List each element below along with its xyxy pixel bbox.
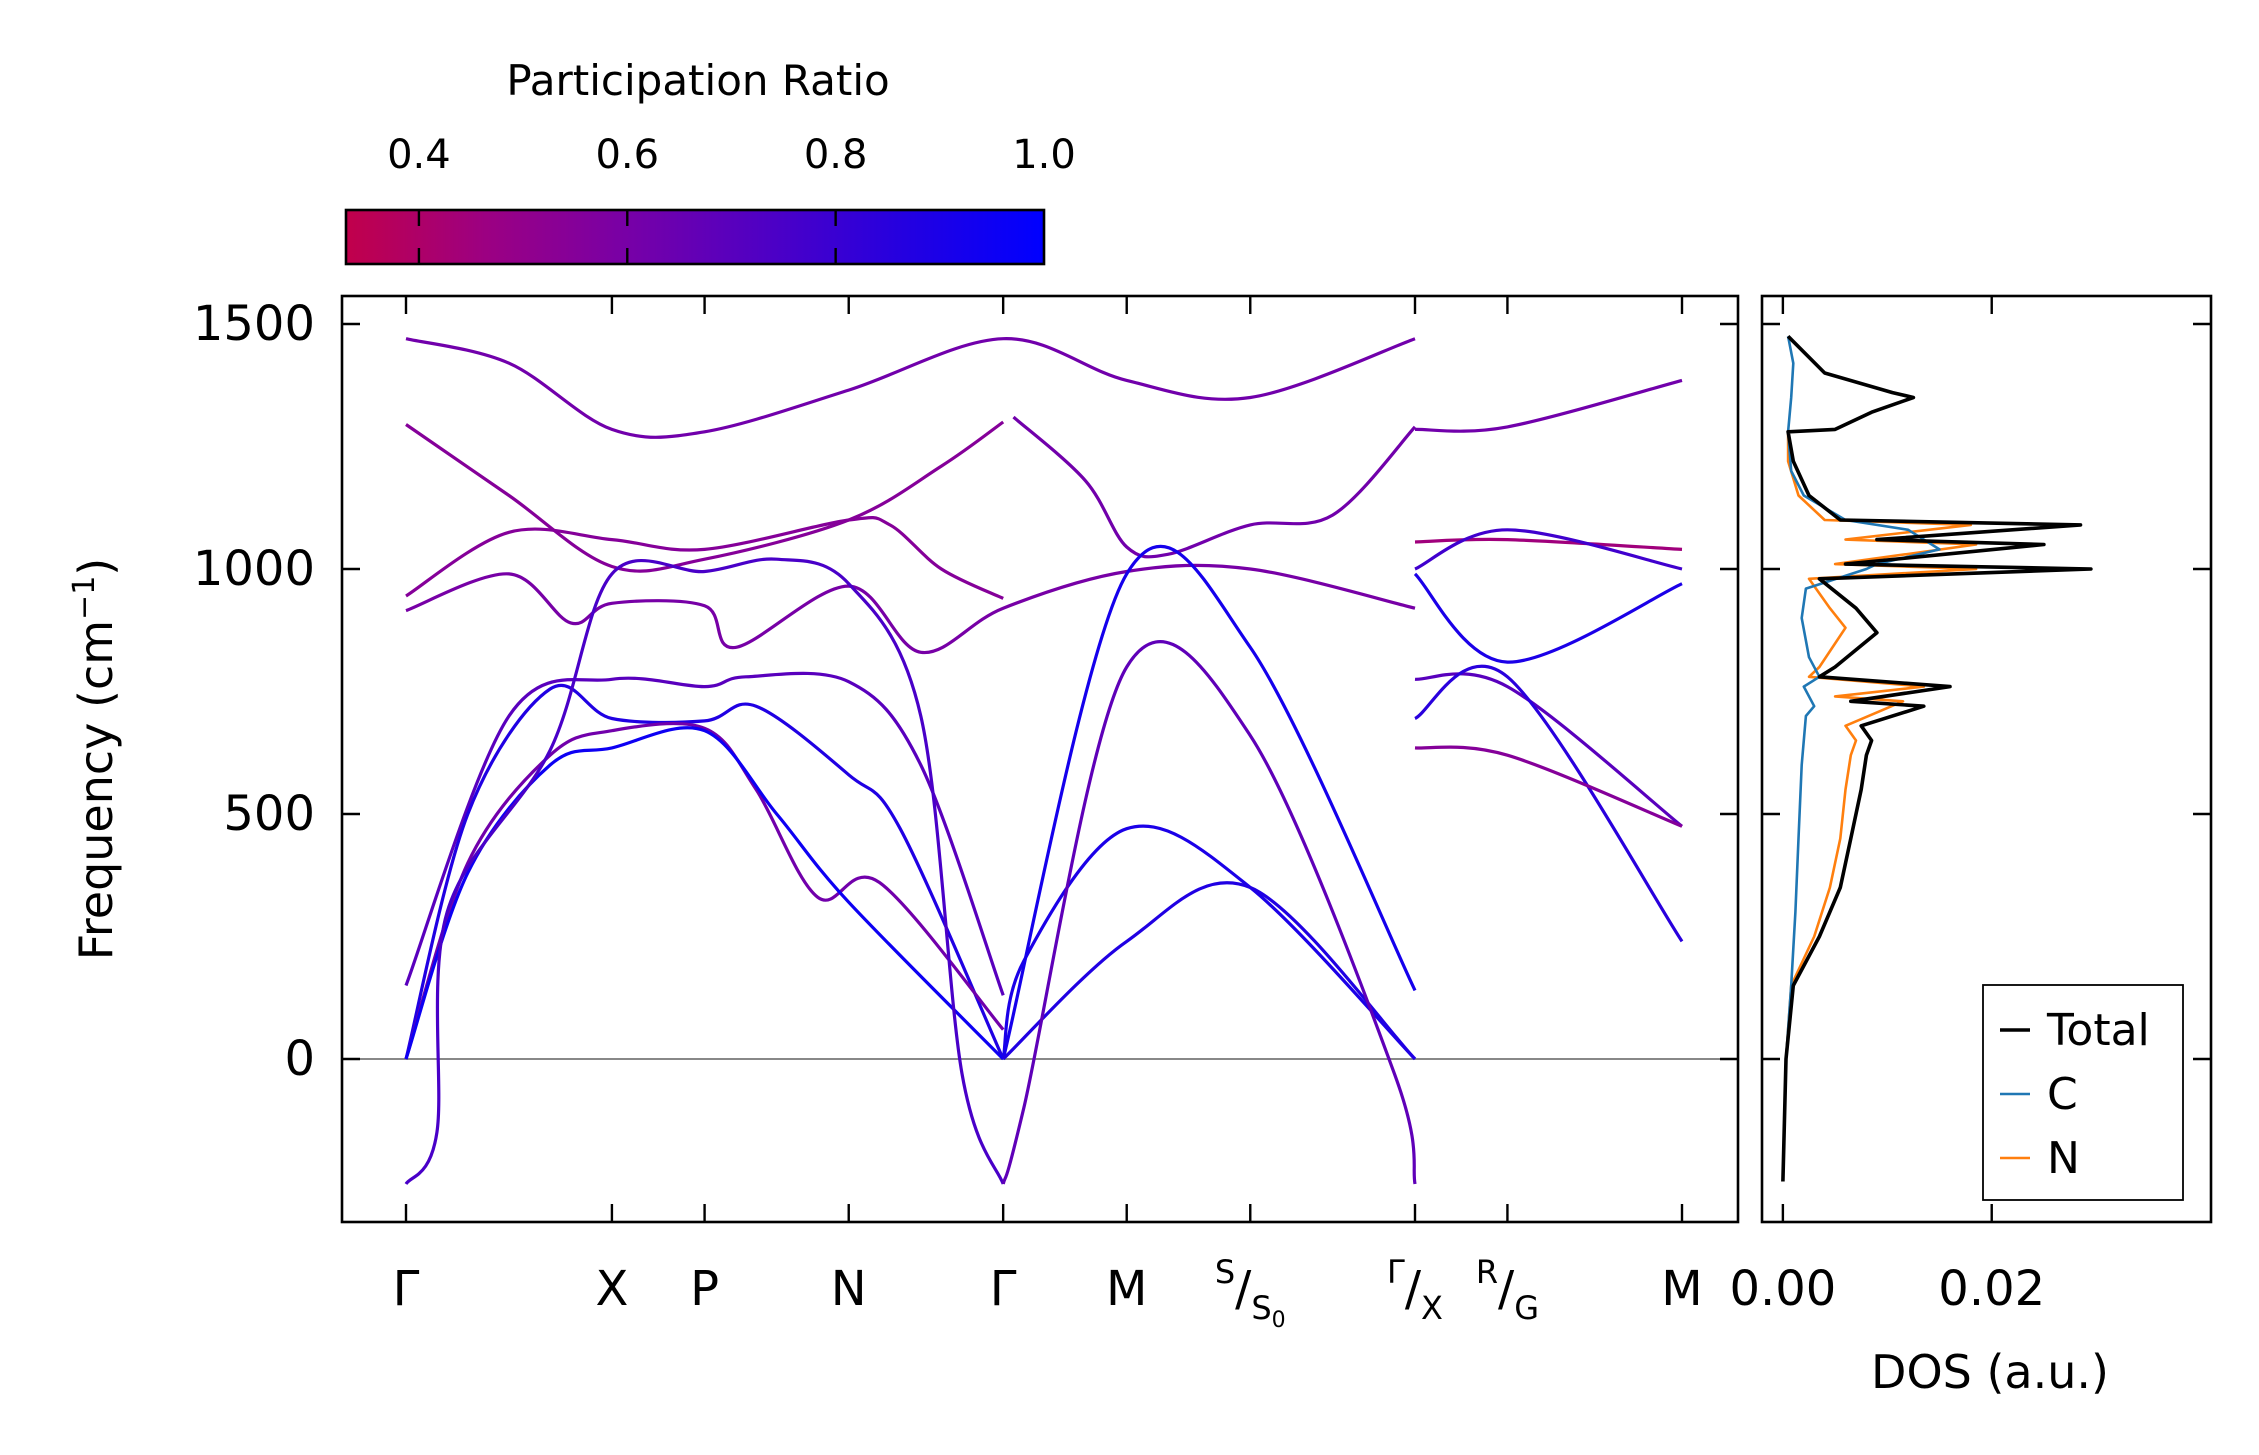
k-point-label: Γ bbox=[393, 1261, 420, 1317]
legend-label-c: C bbox=[2047, 1069, 2078, 1120]
phonon-band-17 bbox=[1414, 528, 1683, 571]
phonon-band-19 bbox=[1414, 672, 1684, 828]
y-tick-label: 1000 bbox=[193, 541, 315, 597]
k-label-sup: S bbox=[1215, 1253, 1235, 1291]
dos-series-total bbox=[1781, 335, 2093, 1182]
phonon-band-13 bbox=[1002, 881, 1417, 1061]
legend-label-n: N bbox=[2047, 1133, 2080, 1184]
y-axis-label-exponent: −1 bbox=[67, 576, 102, 620]
colorbar-tick-label: 0.6 bbox=[595, 132, 659, 178]
dos-x-axis-label: DOS (a.u.) bbox=[1871, 1345, 2109, 1399]
k-point-label: S/S0 bbox=[1215, 1253, 1286, 1333]
y-tick-label: 1500 bbox=[193, 296, 315, 352]
y-axis-label-text: Frequency (cm bbox=[69, 620, 123, 960]
legend-items: Total CN bbox=[2000, 1005, 2150, 1184]
k-label-sup: Γ bbox=[1387, 1253, 1405, 1291]
k-label-sub: S bbox=[1251, 1289, 1271, 1327]
phonon-band-16 bbox=[1414, 537, 1683, 551]
phonon-band-4 bbox=[405, 515, 1004, 600]
phonon-band-2 bbox=[405, 420, 1005, 573]
k-point-label: M bbox=[1661, 1261, 1702, 1317]
phonon-band-1 bbox=[405, 337, 1416, 439]
k-label-sup: R bbox=[1476, 1253, 1498, 1291]
dos-series-n bbox=[1781, 335, 1978, 1182]
k-point-label: N bbox=[831, 1261, 867, 1317]
dos-series-c bbox=[1781, 336, 1941, 1182]
phonon-band-3 bbox=[1012, 415, 1417, 559]
dos-x-tick-label: 0.00 bbox=[1729, 1261, 1836, 1317]
y-tick-label: 0 bbox=[284, 1031, 315, 1087]
colorbar: Participation Ratio 0.4 0.6 0.8 1.0 bbox=[344, 56, 1076, 266]
k-path-labels: Γ X P N Γ M S/S0Γ/XR/G M bbox=[393, 1253, 1703, 1333]
phonon-band-12 bbox=[1001, 544, 1417, 1060]
phonon-band-21 bbox=[1414, 745, 1683, 828]
phonon-band-7 bbox=[404, 683, 1005, 1060]
k-label-subsub: 0 bbox=[1272, 1308, 1286, 1333]
k-point-label: P bbox=[690, 1261, 719, 1317]
colorbar-tick-label: 1.0 bbox=[1012, 132, 1076, 178]
phonon-band-6 bbox=[404, 671, 1005, 996]
phonon-band-9 bbox=[404, 726, 1005, 1061]
phonon-band-11 bbox=[1001, 824, 1417, 1061]
k-label-sub: X bbox=[1421, 1289, 1443, 1327]
colorbar-ticks: 0.4 0.6 0.8 1.0 bbox=[387, 132, 1076, 264]
band-axes-frame bbox=[340, 294, 1740, 1224]
phonon-band-20 bbox=[1414, 664, 1684, 943]
colorbar-tick-label: 0.4 bbox=[387, 132, 451, 178]
k-point-label: Γ bbox=[990, 1261, 1017, 1317]
dos-curves bbox=[1781, 335, 2093, 1182]
y-tick-label: 500 bbox=[223, 786, 315, 842]
dos-legend: Total CN bbox=[1982, 984, 2184, 1201]
phonon-bands bbox=[404, 337, 1684, 1186]
k-point-label: M bbox=[1106, 1261, 1147, 1317]
colorbar-label: Participation Ratio bbox=[506, 56, 889, 105]
y-axis-label-suffix: ) bbox=[69, 558, 123, 576]
dos-axes-frame bbox=[1760, 294, 2213, 1224]
phonon-band-5 bbox=[405, 563, 1416, 655]
k-label-main: / bbox=[1235, 1261, 1252, 1317]
colorbar-tick-label: 0.8 bbox=[804, 132, 868, 178]
phonon-band-10 bbox=[404, 557, 1005, 1186]
y-axis-label: Frequency (cm−1) bbox=[67, 558, 123, 961]
phonon-band-15 bbox=[1414, 378, 1683, 433]
legend-box bbox=[1982, 984, 2184, 1201]
k-point-label: X bbox=[595, 1261, 628, 1317]
k-point-label: Γ/X bbox=[1387, 1253, 1443, 1327]
frequency-ticks: 0 500 1000 1500 bbox=[193, 296, 1738, 1087]
phonon-band-18 bbox=[1413, 572, 1683, 664]
k-label-sub: G bbox=[1514, 1289, 1539, 1327]
k-point-label: R/G bbox=[1476, 1253, 1539, 1327]
phonon-band-8 bbox=[404, 722, 1005, 1060]
dos-ticks: 0.00 0.02 bbox=[1729, 296, 2211, 1317]
legend-label-total: Total bbox=[2046, 1005, 2150, 1056]
dos-x-tick-label: 0.02 bbox=[1938, 1261, 2045, 1317]
colorbar-gradient bbox=[344, 208, 1046, 266]
dos-panel: 0.00 0.02 DOS (a.u.) Total CN bbox=[1729, 294, 2213, 1399]
k-label-main: / bbox=[1498, 1261, 1515, 1317]
k-path-ticks bbox=[404, 296, 1684, 1222]
k-label-main: / bbox=[1405, 1261, 1422, 1317]
phonon-band-14 bbox=[1001, 640, 1417, 1185]
